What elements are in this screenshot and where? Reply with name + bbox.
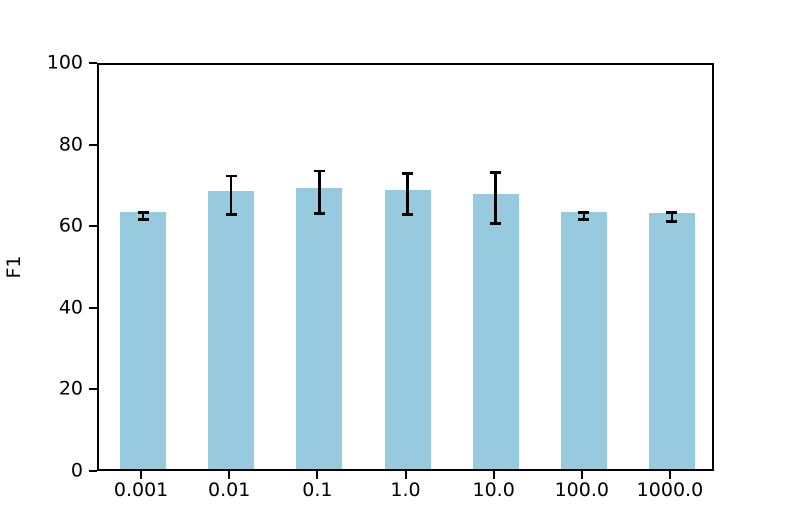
error-bar-line: [494, 172, 497, 224]
x-tick-label: 10.0: [472, 479, 515, 501]
error-bar-cap: [666, 220, 678, 223]
y-tick-mark: [89, 306, 97, 309]
error-bar-line: [318, 171, 321, 214]
bar-10.0: [472, 194, 519, 469]
y-tick-mark: [89, 388, 97, 391]
x-tick-label: 0.001: [113, 479, 169, 501]
error-bar-line: [141, 212, 145, 220]
y-tick-label: 80: [58, 133, 83, 156]
bar-1.0: [384, 189, 431, 469]
y-tick-label: 40: [58, 296, 83, 319]
error-bar-line: [582, 212, 585, 220]
error-bar-cap: [137, 218, 149, 221]
error-bar-cap: [490, 171, 502, 174]
x-tick-label: 0.1: [302, 479, 333, 501]
error-bar-cap: [666, 211, 678, 214]
y-tick-mark: [89, 470, 97, 472]
x-tick-label: 0.01: [208, 479, 251, 501]
y-tick-label: 20: [58, 377, 83, 400]
x-tick-mark: [492, 471, 495, 479]
error-bar-cap: [225, 213, 237, 216]
y-tick-mark: [89, 143, 97, 146]
x-tick-mark: [668, 471, 671, 479]
x-tick-mark: [404, 471, 407, 479]
error-bar-line: [230, 175, 233, 215]
error-bar-cap: [313, 212, 325, 215]
x-tick-label: 1.0: [390, 479, 421, 501]
bar-0.1: [296, 188, 343, 469]
error-bar-cap: [578, 211, 590, 214]
y-tick-label: 0: [70, 459, 83, 482]
bar-1000.0: [648, 213, 695, 469]
x-tick-mark: [228, 471, 231, 479]
error-bar-cap: [313, 169, 325, 173]
y-axis-label: F1: [3, 255, 25, 279]
error-bar-cap: [402, 213, 413, 216]
error-bar-cap: [137, 210, 149, 214]
y-tick-label: 100: [46, 51, 83, 74]
y-tick-label: 60: [58, 214, 83, 237]
plot-area: [97, 63, 714, 471]
y-tick-mark: [89, 225, 97, 228]
bar-100.0: [560, 211, 607, 469]
x-tick-label: 100.0: [554, 479, 609, 501]
error-bar-cap: [490, 222, 502, 225]
x-tick-mark: [140, 471, 143, 479]
x-tick-mark: [580, 471, 583, 479]
error-bar-line: [406, 173, 409, 215]
y-tick-mark: [89, 62, 97, 64]
x-tick-mark: [316, 471, 319, 479]
bar-0.001: [120, 211, 167, 469]
x-tick-label: 1000.0: [636, 479, 704, 501]
error-bar-cap: [402, 172, 413, 175]
error-bar-cap: [225, 174, 237, 178]
bar-0.01: [208, 191, 255, 469]
error-bar-line: [670, 212, 674, 222]
error-bar-cap: [578, 217, 590, 221]
